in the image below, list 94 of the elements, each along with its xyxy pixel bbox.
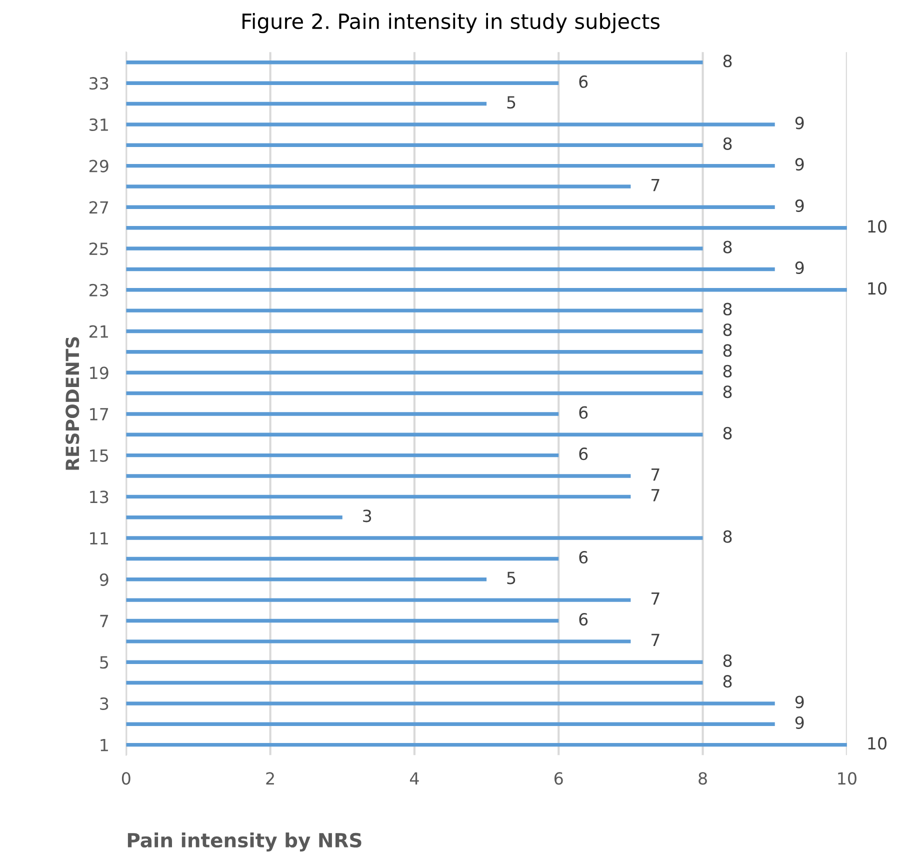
bar — [126, 432, 703, 436]
data-label: 8 — [723, 364, 732, 378]
y-tick-label: 7 — [100, 614, 108, 628]
bar — [126, 308, 703, 312]
y-tick-label: 23 — [89, 284, 108, 296]
y-tick-label: 13 — [90, 490, 108, 504]
data-label: 9 — [795, 158, 804, 171]
bar — [126, 184, 631, 188]
y-tick-label: 5 — [100, 656, 108, 669]
x-tick-label: 2 — [266, 772, 274, 784]
data-label: 6 — [579, 612, 588, 626]
y-tick-label: 33 — [90, 77, 108, 90]
data-label: 7 — [652, 634, 660, 646]
bar — [126, 267, 775, 272]
x-tick-label: 6 — [554, 772, 563, 785]
data-label: 8 — [723, 54, 732, 68]
data-label: 8 — [723, 654, 732, 667]
y-axis-title: RESPODENTS — [66, 337, 80, 470]
data-label: 8 — [723, 675, 732, 688]
y-tick-label: 29 — [89, 160, 108, 172]
data-label: 7 — [652, 178, 660, 192]
bar — [126, 102, 487, 106]
y-tick-label: 31 — [90, 118, 108, 132]
x-axis-title: Pain intensity by NRS — [128, 832, 362, 852]
bar — [126, 81, 559, 85]
x-tick-label: 0 — [122, 772, 130, 785]
data-label: 10 — [868, 737, 886, 750]
y-tick-label: 19 — [90, 366, 108, 380]
data-label: 10 — [868, 282, 886, 295]
bar — [126, 205, 775, 210]
y-tick-label: 15 — [90, 450, 108, 462]
bar — [126, 702, 775, 706]
data-label: 5 — [507, 96, 516, 109]
data-label: 7 — [652, 468, 660, 481]
bar — [126, 226, 847, 230]
bar — [126, 288, 847, 292]
bar — [126, 742, 847, 747]
y-tick-label: 27 — [89, 201, 108, 214]
bar — [126, 370, 703, 374]
bar — [126, 722, 775, 726]
data-label: 8 — [723, 137, 732, 150]
x-tick-label: 8 — [698, 772, 707, 785]
bar — [126, 329, 703, 334]
x-tick-label: 10 — [838, 772, 856, 785]
bar — [126, 494, 631, 499]
data-label: 6 — [579, 550, 588, 564]
bar — [126, 515, 342, 520]
y-tick-label: 1 — [100, 739, 108, 752]
data-label: 9 — [795, 261, 804, 274]
data-label: 7 — [652, 489, 660, 502]
y-tick-label: 17 — [90, 408, 108, 420]
bar — [126, 391, 703, 396]
bar — [126, 536, 703, 540]
x-tick-label: 4 — [410, 772, 419, 784]
y-tick-label: 3 — [100, 697, 108, 710]
bar — [126, 143, 703, 147]
chart-title: Figure 2. Pain intensity in study subjects — [242, 13, 660, 34]
data-label: 8 — [723, 530, 732, 543]
data-label: 8 — [723, 323, 732, 336]
bar — [126, 618, 559, 623]
bar — [126, 350, 703, 354]
data-label: 10 — [868, 220, 886, 233]
data-label: 8 — [723, 302, 732, 316]
bar — [126, 598, 631, 602]
data-label: 6 — [579, 448, 588, 460]
data-label: 8 — [723, 386, 732, 398]
bar — [126, 578, 487, 582]
bar — [126, 556, 559, 561]
data-label: 5 — [507, 572, 516, 584]
bar — [126, 122, 775, 126]
data-label: 9 — [795, 116, 804, 130]
data-label: 9 — [795, 696, 804, 708]
data-label: 9 — [795, 716, 804, 729]
data-label: 8 — [723, 344, 732, 357]
bar — [126, 60, 703, 64]
y-tick-label: 9 — [100, 573, 108, 586]
bar — [126, 453, 559, 458]
y-tick-label: 25 — [89, 242, 108, 256]
y-tick-label: 21 — [89, 325, 108, 338]
bar — [126, 164, 775, 168]
bar — [126, 246, 703, 250]
bar — [126, 640, 631, 644]
bar — [126, 474, 631, 478]
data-label: 9 — [795, 199, 804, 212]
bar — [126, 680, 703, 685]
data-label: 8 — [723, 240, 732, 254]
bar — [126, 660, 703, 664]
data-label: 6 — [579, 406, 588, 419]
data-label: 7 — [652, 592, 660, 605]
bar — [126, 412, 559, 416]
data-label: 6 — [579, 75, 588, 88]
data-label: 3 — [363, 510, 372, 522]
y-tick-label: 11 — [90, 532, 108, 544]
data-label: 8 — [723, 426, 732, 440]
